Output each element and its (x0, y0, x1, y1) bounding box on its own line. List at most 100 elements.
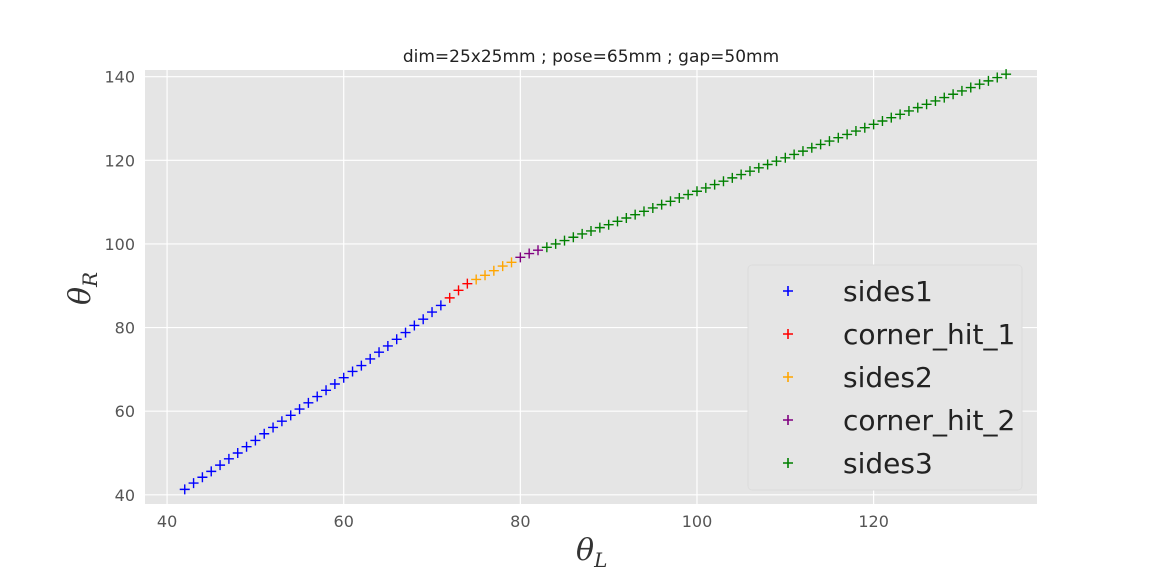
data-point (276, 416, 287, 427)
data-point (797, 146, 808, 157)
legend-marker (783, 329, 793, 339)
data-point (524, 248, 535, 259)
data-point (974, 79, 985, 90)
x-axis-label: θL (576, 533, 607, 572)
data-point (939, 92, 950, 103)
data-point (674, 192, 685, 203)
data-point (347, 366, 358, 377)
data-point (921, 99, 932, 110)
data-point (215, 460, 226, 471)
data-point (418, 314, 429, 325)
y-axis-label: θR (63, 272, 102, 305)
data-point (700, 182, 711, 193)
legend-label: sides3 (843, 447, 933, 480)
data-point (780, 152, 791, 163)
data-point (568, 232, 579, 243)
x-tick-label: 40 (157, 512, 177, 531)
data-point (541, 242, 552, 253)
data-point (612, 216, 623, 227)
data-point (930, 95, 941, 106)
data-point (603, 219, 614, 230)
y-tick-label: 60 (115, 402, 135, 421)
data-point (533, 245, 544, 256)
data-point (992, 72, 1003, 83)
series-sides1 (179, 300, 446, 495)
data-point (471, 274, 482, 285)
data-point (250, 435, 261, 446)
data-point (480, 270, 491, 281)
data-point (303, 397, 314, 408)
data-point (789, 149, 800, 160)
data-point (294, 404, 305, 415)
data-markers (179, 69, 1012, 495)
data-point (727, 172, 738, 183)
data-point (356, 360, 367, 371)
data-point (223, 453, 234, 464)
series-corner_hit_1 (444, 278, 473, 303)
legend-box (747, 264, 1023, 491)
data-point (391, 334, 402, 345)
data-point (206, 466, 217, 477)
data-point (744, 166, 755, 177)
data-point (497, 261, 508, 272)
data-point (956, 85, 967, 96)
legend-label: corner_hit_2 (843, 404, 1015, 437)
data-point (559, 235, 570, 246)
data-point (948, 89, 959, 100)
data-point (833, 132, 844, 143)
data-point (427, 307, 438, 318)
data-point (859, 122, 870, 133)
data-point (197, 472, 208, 483)
x-tick-label: 100 (682, 512, 713, 531)
chart-title: dim=25x25mm ; pose=65mm ; gap=50mm (403, 47, 779, 67)
data-point (709, 179, 720, 190)
data-point (338, 372, 349, 383)
data-point (647, 202, 658, 213)
y-tick-label: 40 (115, 486, 135, 505)
series-sides3 (541, 69, 1012, 253)
data-point (762, 159, 773, 170)
data-point (656, 199, 667, 210)
y-tick-label: 80 (115, 319, 135, 338)
data-point (806, 142, 817, 153)
data-point (577, 228, 588, 239)
data-point (462, 278, 473, 289)
legend-marker (783, 372, 793, 382)
data-point (312, 391, 323, 402)
data-point (365, 353, 376, 364)
x-tick-label: 60 (334, 512, 354, 531)
data-point (586, 225, 596, 236)
data-point (868, 119, 879, 130)
data-point (268, 422, 279, 433)
data-point (665, 196, 676, 207)
legend-marker (783, 286, 793, 296)
y-tick-label: 140 (104, 68, 135, 87)
y-axis-label-sub: R (78, 272, 102, 288)
x-axis-label-sub: L (593, 548, 607, 572)
data-point (815, 139, 826, 150)
x-tick-label: 80 (510, 512, 530, 531)
data-point (718, 176, 729, 187)
legend-marker (783, 458, 793, 468)
data-point (453, 285, 464, 296)
x-tick-labels: 40 60 80 100 120 (157, 512, 889, 531)
data-point (895, 109, 906, 120)
data-point (903, 105, 914, 116)
data-point (506, 257, 517, 268)
data-point (444, 292, 455, 303)
data-point (638, 206, 649, 217)
legend: sides1 corner_hit_1 sides2 corner_hit_2side… (747, 264, 1023, 491)
data-point (329, 379, 340, 390)
data-point (753, 162, 764, 173)
data-point (965, 82, 976, 93)
data-point (912, 102, 923, 113)
data-point (630, 209, 641, 220)
data-point (1001, 69, 1012, 80)
data-point (515, 252, 526, 263)
data-point (382, 340, 393, 351)
x-tick-label: 120 (858, 512, 889, 531)
series-corner_hit_2 (515, 245, 544, 263)
y-tick-label: 100 (104, 235, 135, 254)
data-point (188, 478, 199, 489)
